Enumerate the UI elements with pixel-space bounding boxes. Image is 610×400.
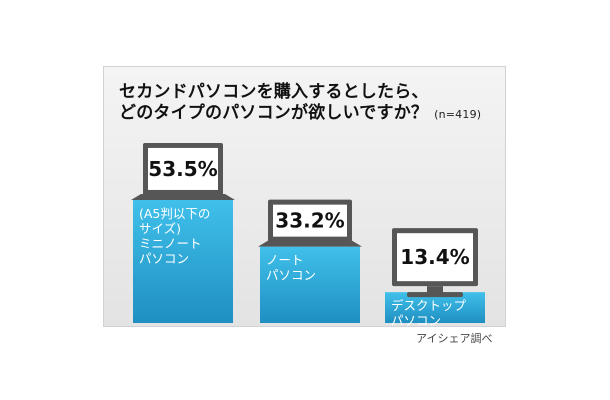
bar-2: [260, 246, 360, 323]
source-note: アイシェア調べ: [416, 332, 493, 345]
category-label-1-line-1: (A5判以下の: [139, 206, 210, 221]
category-label-2-line-2: パソコン: [266, 268, 316, 283]
category-label-1-line-2: サイズ): [139, 221, 181, 236]
category-label-3-line-1: デスクトップ: [391, 298, 467, 313]
category-label-3-line-2: パソコン: [391, 313, 441, 328]
desktop-monitor-icon: [392, 228, 478, 298]
laptop-base: [131, 193, 235, 200]
value-label-2: 33.2%: [275, 209, 344, 233]
laptop-icon: [258, 199, 362, 247]
chart-title-line-1: セカンドパソコンを購入するとしたら、: [119, 82, 429, 102]
category-label-1-line-4: パソコン: [139, 251, 189, 266]
monitor-stand: [407, 292, 463, 298]
chart-title-line-2: どのタイプのパソコンが欲しいですか？ (n=419): [119, 103, 482, 123]
category-label-1-line-3: ミニノート: [139, 236, 202, 251]
mini-laptop-icon: [131, 142, 235, 200]
sample-size: (n=419): [434, 108, 482, 121]
bar-3: [385, 292, 485, 323]
bar-1: [133, 199, 233, 323]
category-label-2-line-1: ノート: [266, 253, 304, 268]
laptop-screen: [273, 204, 347, 237]
monitor-screen: [397, 233, 473, 282]
value-label-1: 53.5%: [148, 157, 217, 181]
monitor-neck: [427, 286, 443, 294]
laptop-base: [258, 240, 362, 247]
laptop-screen: [148, 147, 218, 190]
value-label-3: 13.4%: [400, 245, 469, 269]
